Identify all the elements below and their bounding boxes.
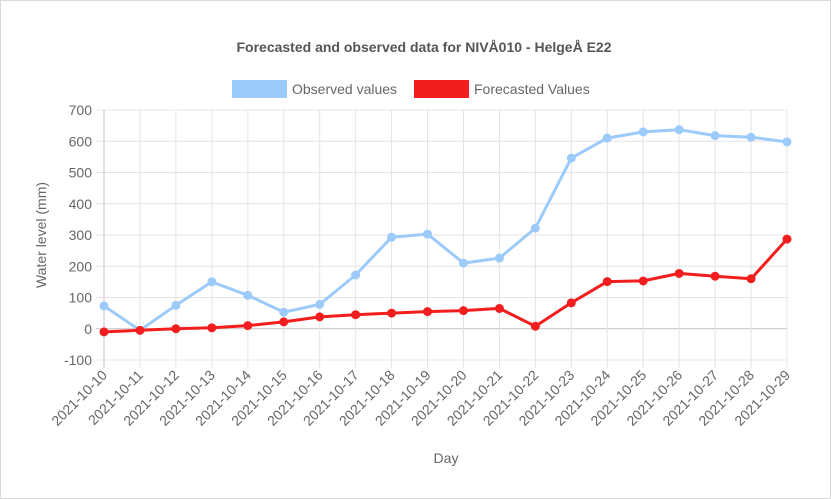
series-forecasted [99,234,792,337]
data-point-observed[interactable] [207,277,217,287]
y-tick-label: 200 [69,258,93,274]
data-point-observed[interactable] [387,232,397,242]
data-point-observed[interactable] [243,290,253,300]
data-point-observed[interactable] [782,137,792,147]
data-point-forecasted[interactable] [566,298,576,308]
data-point-observed[interactable] [674,125,684,135]
data-point-observed[interactable] [315,299,325,309]
data-point-forecasted[interactable] [99,327,109,337]
data-point-forecasted[interactable] [171,324,181,334]
series-observed [99,125,792,335]
series-layer [99,125,792,337]
data-point-forecasted[interactable] [674,268,684,278]
data-point-forecasted[interactable] [279,317,289,327]
data-point-observed[interactable] [171,300,181,310]
y-tick-label: 400 [69,196,93,212]
data-point-forecasted[interactable] [782,234,792,244]
legend-swatch-forecasted [414,80,469,98]
data-point-observed[interactable] [602,133,612,143]
data-point-forecasted[interactable] [207,323,217,333]
data-point-forecasted[interactable] [602,277,612,287]
y-tick-label: 700 [69,102,93,118]
data-point-forecasted[interactable] [494,303,504,313]
legend-item-observed[interactable]: Observed values [232,80,397,98]
y-tick-label: 100 [69,290,93,306]
y-axis-title: Water level (mm) [33,182,49,288]
data-point-forecasted[interactable] [351,310,361,320]
data-point-observed[interactable] [746,132,756,142]
data-point-forecasted[interactable] [315,312,325,322]
x-axis-ticks: 2021-10-102021-10-112021-10-122021-10-13… [48,367,793,429]
data-point-observed[interactable] [423,229,433,239]
y-axis-ticks: -100 0 100 200 300 400 500 600 700 [64,102,92,368]
data-point-forecasted[interactable] [387,308,397,318]
data-point-forecasted[interactable] [530,321,540,331]
data-point-observed[interactable] [279,307,289,317]
data-point-observed[interactable] [530,223,540,233]
chart-title: Forecasted and observed data for NIVÅ010… [236,39,611,55]
data-point-forecasted[interactable] [135,325,145,335]
y-tick-label: 0 [84,321,92,337]
series-line-observed [103,128,788,332]
data-point-observed[interactable] [99,301,109,311]
data-point-forecasted[interactable] [746,274,756,284]
grid [96,109,788,368]
data-point-forecasted[interactable] [638,276,648,286]
data-point-observed[interactable] [566,153,576,163]
y-tick-label: 600 [69,133,93,149]
data-point-observed[interactable] [710,131,720,141]
data-point-forecasted[interactable] [710,271,720,281]
data-point-forecasted[interactable] [423,307,433,317]
legend-label-observed: Observed values [292,81,397,97]
data-point-observed[interactable] [638,127,648,137]
data-point-forecasted[interactable] [458,306,468,316]
series-line-forecasted [103,238,789,334]
data-point-observed[interactable] [494,253,504,263]
data-point-observed[interactable] [351,270,361,280]
legend: Observed values Forecasted Values [232,80,590,98]
x-axis-title: Day [434,450,459,466]
y-tick-label: 500 [69,165,93,181]
data-point-observed[interactable] [458,258,468,268]
y-tick-label: -100 [64,352,92,368]
legend-item-forecasted[interactable]: Forecasted Values [414,80,590,98]
legend-swatch-observed [232,80,287,98]
y-tick-label: 300 [69,227,93,243]
data-point-forecasted[interactable] [243,321,253,331]
legend-label-forecasted: Forecasted Values [474,81,590,97]
